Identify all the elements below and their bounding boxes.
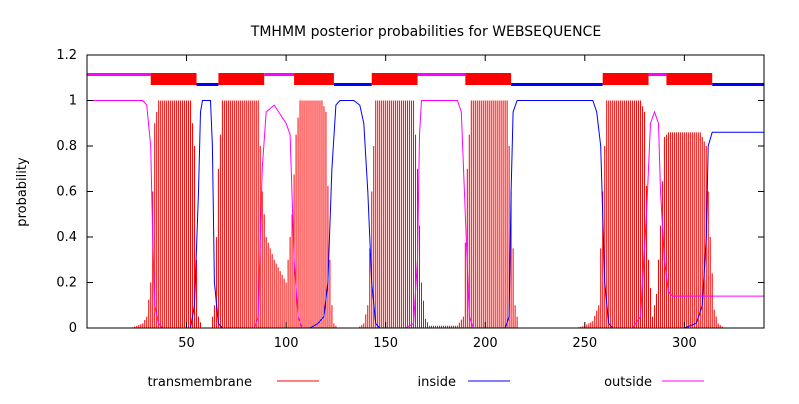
y-tick-label: 0.4: [56, 230, 77, 245]
topology-transmembrane-segment: [294, 73, 334, 85]
x-tick-label: 300: [672, 336, 697, 351]
y-tick-label: 0.8: [56, 139, 77, 154]
topology-outside-segment: [87, 73, 151, 76]
legend-label-inside: inside: [418, 375, 457, 390]
topology-outside-segment: [648, 73, 667, 76]
topology-inside-segment: [333, 83, 372, 86]
y-tick-label: 0.6: [56, 185, 77, 200]
y-axis: 0 0.2 0.4 0.6 0.8 1 1.2: [56, 48, 764, 336]
topology-outside-segment: [264, 73, 295, 76]
topology-bar: [87, 73, 764, 86]
topology-inside-segment: [712, 83, 764, 86]
topology-transmembrane-segment: [218, 73, 265, 85]
outside-line: [87, 100, 764, 329]
topology-transmembrane-segment: [602, 73, 649, 85]
y-tick-label: 0: [69, 321, 77, 336]
topology-inside-segment: [511, 83, 603, 86]
transmembrane-impulses: [132, 100, 723, 328]
topology-transmembrane-segment: [371, 73, 418, 85]
topology-inside-segment: [196, 83, 219, 86]
legend-label-transmembrane: transmembrane: [147, 375, 252, 390]
x-tick-label: 100: [274, 336, 299, 351]
topology-transmembrane-segment: [666, 73, 713, 85]
y-tick-label: 1.2: [56, 48, 77, 63]
topology-transmembrane-segment: [150, 73, 197, 85]
x-tick-label: 200: [473, 336, 498, 351]
topology-outside-segment: [417, 73, 466, 76]
legend: transmembrane inside outside: [147, 375, 704, 390]
x-tick-label: 150: [373, 336, 398, 351]
chart-title: TMHMM posterior probabilities for WEBSEQ…: [250, 24, 601, 40]
x-axis: 50 100 150 200 250 300: [178, 55, 697, 351]
topology-transmembrane-segment: [465, 73, 512, 85]
y-axis-label: probability: [15, 157, 30, 227]
legend-label-outside: outside: [604, 375, 652, 390]
y-tick-label: 0.2: [56, 276, 77, 291]
y-tick-label: 1: [69, 94, 77, 109]
x-tick-label: 50: [178, 336, 195, 351]
x-tick-label: 250: [572, 336, 597, 351]
